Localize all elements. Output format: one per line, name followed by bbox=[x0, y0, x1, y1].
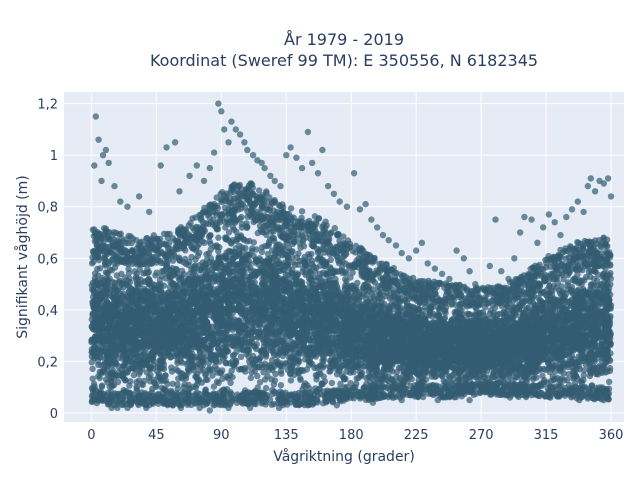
scatter-point bbox=[209, 372, 216, 379]
scatter-point bbox=[88, 359, 96, 366]
scatter-point bbox=[238, 224, 246, 231]
scatter-point bbox=[130, 371, 138, 379]
scatter-point bbox=[327, 256, 334, 263]
scatter-points bbox=[88, 100, 615, 414]
scatter-point bbox=[169, 380, 176, 388]
chart-title-line-1: År 1979 - 2019 bbox=[284, 30, 404, 49]
scatter-point bbox=[244, 223, 251, 231]
scatter-point bbox=[89, 375, 96, 382]
scatter-point bbox=[308, 250, 315, 258]
chart-title-line-2: Koordinat (Sweref 99 TM): E 350556, N 61… bbox=[150, 51, 538, 70]
scatter-point bbox=[277, 382, 285, 389]
scatter-point bbox=[254, 372, 261, 380]
scatter-point bbox=[145, 374, 153, 381]
scatter-point bbox=[174, 381, 181, 388]
scatter-point bbox=[248, 369, 255, 376]
scatter-point bbox=[337, 380, 344, 388]
scatter-point bbox=[96, 265, 104, 272]
scatter-point bbox=[254, 384, 261, 391]
scatter-point bbox=[109, 382, 116, 389]
scatter-point bbox=[250, 239, 257, 246]
